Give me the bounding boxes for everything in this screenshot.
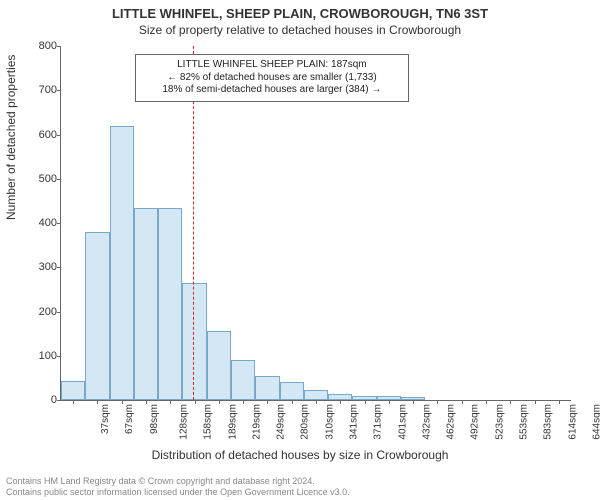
x-tick-label: 280sqm	[300, 404, 311, 440]
x-tick-label: 523sqm	[494, 404, 505, 440]
y-axis-label: Number of detached properties	[4, 55, 18, 220]
x-tick-label: 310sqm	[324, 404, 335, 440]
x-tick-mark	[462, 400, 463, 404]
y-tick-label: 200	[27, 306, 57, 318]
x-tick-label: 432sqm	[421, 404, 432, 440]
x-tick-label: 614sqm	[567, 404, 578, 440]
x-tick-mark	[292, 400, 293, 404]
annotation-line2: ← 82% of detached houses are smaller (1,…	[142, 72, 402, 85]
x-tick-mark	[146, 400, 147, 404]
x-tick-label: 341sqm	[349, 404, 360, 440]
y-tick-label: 700	[27, 84, 57, 96]
y-tick-label: 400	[27, 217, 57, 229]
x-tick-mark	[243, 400, 244, 404]
y-tick-label: 300	[27, 261, 57, 273]
annotation-box: LITTLE WHINFEL SHEEP PLAIN: 187sqm ← 82%…	[135, 54, 409, 102]
annotation-line1: LITTLE WHINFEL SHEEP PLAIN: 187sqm	[142, 59, 402, 72]
x-tick-mark	[316, 400, 317, 404]
annotation-line3: 18% of semi-detached houses are larger (…	[142, 84, 402, 97]
x-tick-mark	[122, 400, 123, 404]
histogram-bar	[207, 331, 231, 400]
x-tick-mark	[340, 400, 341, 404]
footer-attribution: Contains HM Land Registry data © Crown c…	[6, 476, 350, 498]
x-tick-mark	[437, 400, 438, 404]
x-tick-mark	[267, 400, 268, 404]
footer-line1: Contains HM Land Registry data © Crown c…	[6, 476, 350, 487]
x-tick-label: 401sqm	[397, 404, 408, 440]
x-tick-label: 189sqm	[227, 404, 238, 440]
x-tick-mark	[535, 400, 536, 404]
histogram-bar	[158, 208, 182, 400]
y-tick-label: 600	[27, 129, 57, 141]
histogram-bar	[134, 208, 158, 400]
x-tick-mark	[413, 400, 414, 404]
x-tick-mark	[389, 400, 390, 404]
x-tick-label: 492sqm	[470, 404, 481, 440]
x-tick-mark	[195, 400, 196, 404]
y-tick-label: 800	[27, 40, 57, 52]
chart-container: LITTLE WHINFEL, SHEEP PLAIN, CROWBOROUGH…	[0, 0, 600, 500]
x-tick-mark	[73, 400, 74, 404]
histogram-bar	[61, 381, 85, 400]
x-tick-mark	[219, 400, 220, 404]
x-tick-mark	[365, 400, 366, 404]
histogram-bar	[85, 232, 109, 400]
x-tick-label: 67sqm	[124, 404, 135, 434]
histogram-bar	[182, 283, 206, 400]
x-tick-label: 158sqm	[203, 404, 214, 440]
y-tick-label: 100	[27, 350, 57, 362]
histogram-bar	[280, 382, 304, 400]
x-tick-label: 128sqm	[179, 404, 190, 440]
x-tick-mark	[559, 400, 560, 404]
x-tick-label: 583sqm	[543, 404, 554, 440]
x-tick-label: 371sqm	[373, 404, 384, 440]
histogram-bar	[231, 360, 255, 400]
histogram-bar	[110, 126, 134, 400]
x-tick-label: 644sqm	[591, 404, 600, 440]
chart-subtitle: Size of property relative to detached ho…	[0, 21, 600, 37]
x-tick-mark	[486, 400, 487, 404]
x-axis-label: Distribution of detached houses by size …	[0, 448, 600, 462]
histogram-bar	[255, 376, 279, 400]
y-tick-mark	[57, 400, 61, 401]
histogram-bar	[304, 390, 328, 400]
x-tick-mark	[170, 400, 171, 404]
chart-title: LITTLE WHINFEL, SHEEP PLAIN, CROWBOROUGH…	[0, 0, 600, 21]
y-tick-label: 500	[27, 173, 57, 185]
x-tick-label: 98sqm	[149, 404, 160, 434]
x-tick-label: 553sqm	[519, 404, 530, 440]
x-tick-label: 37sqm	[100, 404, 111, 434]
x-tick-label: 219sqm	[251, 404, 262, 440]
x-tick-label: 249sqm	[276, 404, 287, 440]
plot-area: 0100200300400500600700800 LITTLE WHINFEL…	[60, 46, 571, 401]
y-tick-label: 0	[27, 394, 57, 406]
x-tick-label: 462sqm	[446, 404, 457, 440]
x-tick-mark	[510, 400, 511, 404]
x-tick-mark	[97, 400, 98, 404]
footer-line2: Contains public sector information licen…	[6, 487, 350, 498]
